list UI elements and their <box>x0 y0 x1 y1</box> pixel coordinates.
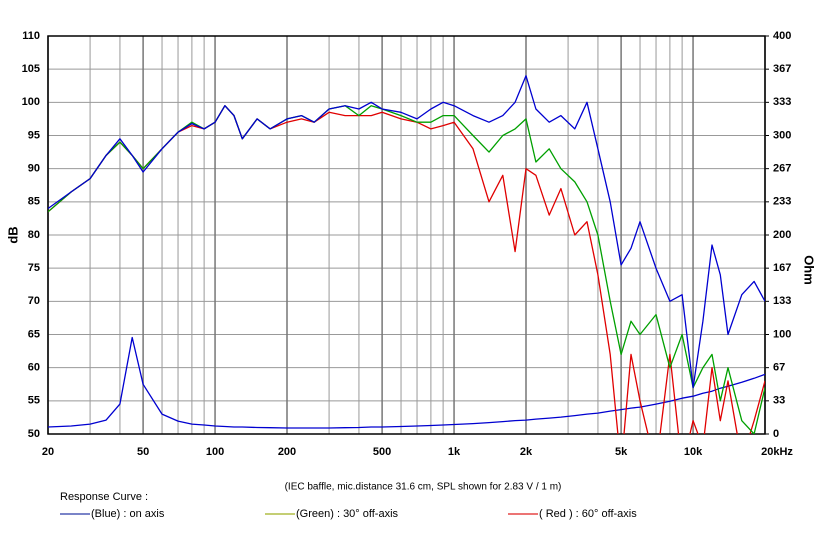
x-tick-label: 1k <box>448 446 461 458</box>
y2-tick-label: 100 <box>773 328 791 340</box>
note: (IEC baffle, mic.distance 31.6 cm, SPL s… <box>285 482 562 493</box>
y2-tick-label: 333 <box>773 96 791 108</box>
y2-tick-label: 33 <box>773 395 785 407</box>
y2-tick-label: 233 <box>773 196 791 208</box>
x-tick-label: 200 <box>278 446 296 458</box>
y-tick-label: 75 <box>28 262 40 274</box>
y-tick-label: 80 <box>28 229 40 241</box>
y2-axis-label: Ohm <box>802 255 817 285</box>
legend-label: (Green) : 30° off-axis <box>296 508 399 520</box>
y2-tick-label: 367 <box>773 63 791 75</box>
y2-tick-label: 0 <box>773 428 779 440</box>
series-line <box>48 75 765 389</box>
y2-tick-label: 67 <box>773 362 785 374</box>
series-line <box>48 105 765 434</box>
x-tick-label: 500 <box>373 446 391 458</box>
y2-tick-label: 267 <box>773 163 791 175</box>
y-tick-label: 85 <box>28 196 40 208</box>
legend-label: (Blue) : on axis <box>91 508 165 520</box>
x-tick-label: 10k <box>684 446 703 458</box>
y-tick-label: 65 <box>28 328 40 340</box>
y-tick-label: 70 <box>28 295 40 307</box>
series-line <box>48 336 765 429</box>
y2-tick-label: 200 <box>773 229 791 241</box>
y-tick-label: 55 <box>28 395 40 407</box>
plot-border <box>47 35 766 435</box>
y2-tick-label: 400 <box>773 30 791 42</box>
y-axis-label: dB <box>5 226 20 243</box>
x-tick-label: 5k <box>615 446 628 458</box>
y2-tick-label: 167 <box>773 262 791 274</box>
y2-tick-label: 300 <box>773 129 791 141</box>
x-tick-label: 100 <box>206 446 224 458</box>
y-tick-label: 100 <box>22 96 40 108</box>
y-tick-label: 60 <box>28 362 40 374</box>
legend-title: Response Curve : <box>60 491 148 503</box>
series-group <box>48 75 765 434</box>
y-tick-label: 110 <box>22 30 40 42</box>
legend-label: ( Red ) : 60° off-axis <box>539 508 637 520</box>
x-tick-label: 20 <box>42 446 54 458</box>
x-tick-label: 20kHz <box>761 446 793 458</box>
y2-tick-label: 133 <box>773 295 791 307</box>
y-tick-label: 95 <box>28 129 40 141</box>
series-line <box>48 105 765 434</box>
x-tick-label: 50 <box>137 446 149 458</box>
y-tick-label: 90 <box>28 163 40 175</box>
y-tick-label: 50 <box>28 428 40 440</box>
x-tick-label: 2k <box>520 446 533 458</box>
y-tick-label: 105 <box>22 63 40 75</box>
